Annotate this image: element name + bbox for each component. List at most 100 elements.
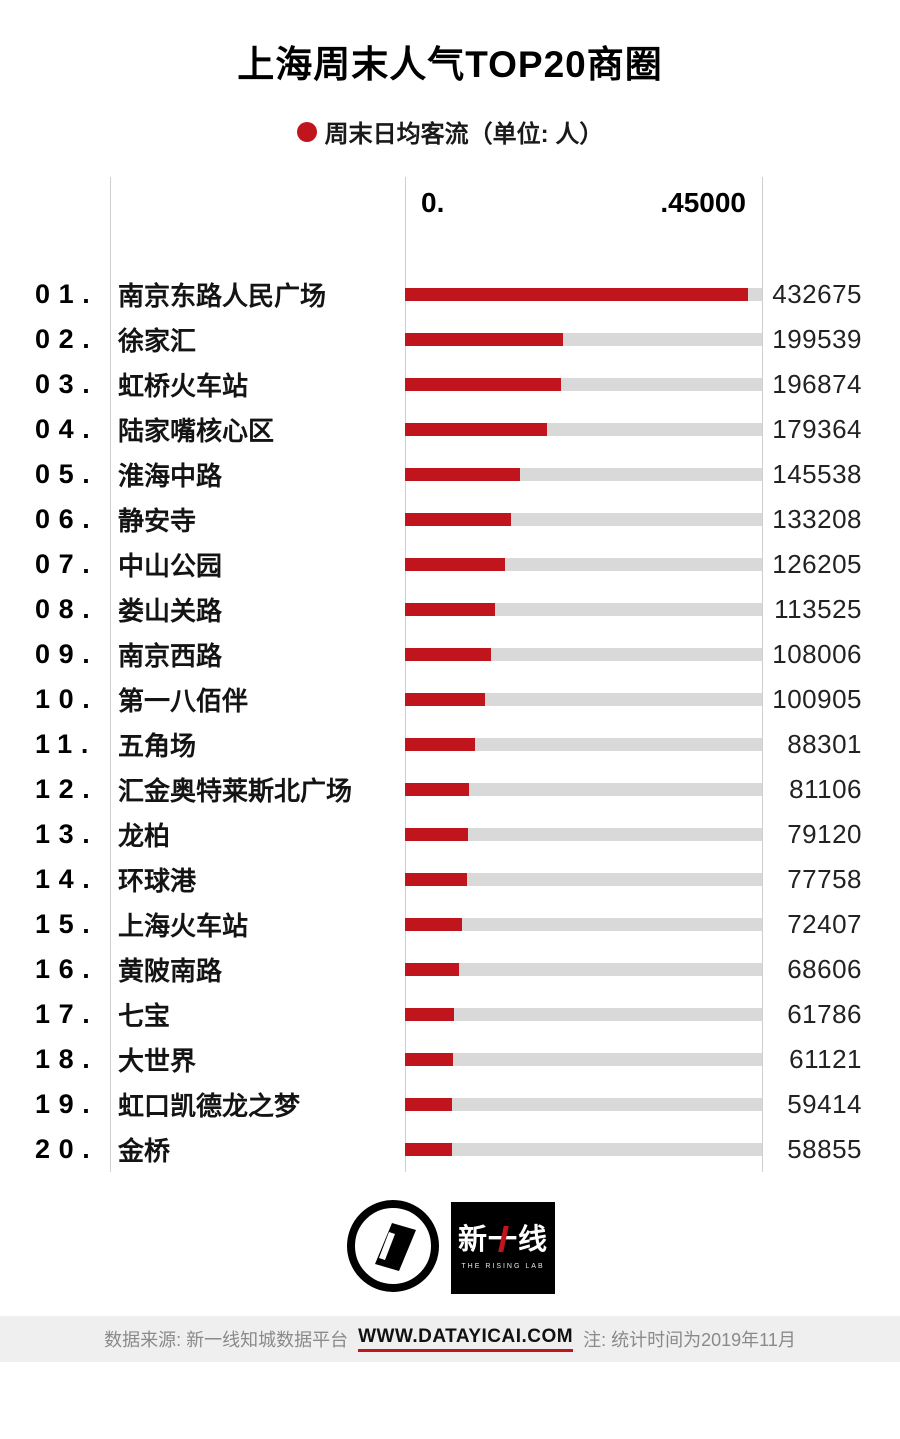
chart-legend: 周末日均客流（单位: 人） — [0, 114, 900, 149]
rank-label: 03. — [35, 369, 99, 399]
bar-track — [405, 963, 762, 976]
bar-fill — [405, 378, 562, 391]
district-name: 五角场 — [118, 731, 197, 761]
bar-fill — [405, 1053, 454, 1066]
bar-row: 09. 南京西路 108006 — [0, 632, 900, 677]
value-label: 81106 — [789, 774, 862, 804]
bar-fill — [405, 1008, 455, 1021]
district-name: 娄山关路 — [118, 596, 223, 626]
value-label: 126205 — [772, 549, 862, 579]
value-label: 59414 — [787, 1089, 862, 1119]
district-name: 龙柏 — [118, 821, 171, 851]
rank-label: 07. — [35, 549, 99, 579]
bar-row: 12. 汇金奥特莱斯北广场 81106 — [0, 767, 900, 812]
bar-fill — [405, 738, 476, 751]
value-label: 100905 — [772, 684, 862, 714]
bar-row: 01. 南京东路人民广场 432675 — [0, 272, 900, 317]
rank-label: 10. — [35, 684, 99, 714]
bar-row: 17. 七宝 61786 — [0, 992, 900, 1037]
district-name: 黄陂南路 — [118, 956, 223, 986]
rank-label: 08. — [35, 594, 99, 624]
yicai-logo-icon — [345, 1198, 441, 1299]
bar-track — [405, 1143, 762, 1156]
axis-min-label: 0. — [421, 187, 445, 218]
footer-note: 注: 统计时间为2019年11月 — [583, 1330, 796, 1350]
bar-rows: 01. 南京东路人民广场 432675 02. 徐家汇 199539 03. 虹桥火车站 196… — [0, 272, 900, 1172]
district-name: 南京西路 — [118, 641, 223, 671]
bar-track — [405, 918, 762, 931]
value-label: 88301 — [787, 729, 862, 759]
district-name: 淮海中路 — [118, 461, 223, 491]
rank-label: 15. — [35, 909, 99, 939]
bar-track — [405, 1008, 762, 1021]
bar-track — [405, 378, 762, 391]
bar-fill — [405, 963, 460, 976]
district-name: 上海火车站 — [118, 911, 249, 941]
bar-track — [405, 423, 762, 436]
rank-label: 11. — [35, 729, 97, 759]
gridline-axis-zero — [405, 177, 406, 1172]
bar-row: 19. 虹口凯德龙之梦 59414 — [0, 1082, 900, 1127]
bar-fill — [405, 1143, 452, 1156]
legend-label: 周末日均客流（单位: 人） — [324, 121, 604, 148]
bar-track — [405, 1098, 762, 1111]
bar-track — [405, 1053, 762, 1066]
district-name: 静安寺 — [118, 506, 197, 536]
district-name: 徐家汇 — [118, 326, 197, 356]
bar-track — [405, 288, 762, 301]
bar-row: 18. 大世界 61121 — [0, 1037, 900, 1082]
bar-row: 16. 黄陂南路 68606 — [0, 947, 900, 992]
data-source-label: 数据来源: 新一线知城数据平台 — [104, 1330, 349, 1350]
bar-fill — [405, 468, 521, 481]
value-label: 133208 — [772, 504, 862, 534]
value-label: 199539 — [772, 324, 862, 354]
rising-lab-logo: 新一线 THE RISING LAB — [451, 1202, 555, 1294]
bar-track — [405, 693, 762, 706]
value-label: 79120 — [787, 819, 862, 849]
district-name: 环球港 — [118, 866, 197, 896]
rank-label: 20. — [35, 1134, 99, 1164]
bar-fill — [405, 873, 467, 886]
bar-chart: 0. .45000 01. 南京东路人民广场 432675 02. 徐家汇 199539 0… — [0, 177, 900, 1172]
bar-fill — [405, 603, 496, 616]
value-label: 179364 — [772, 414, 862, 444]
bar-track — [405, 873, 762, 886]
x-axis: 0. .45000 — [405, 187, 762, 219]
rank-label: 05. — [35, 459, 99, 489]
bar-fill — [405, 918, 463, 931]
bar-fill — [405, 513, 511, 526]
rank-label: 17. — [35, 999, 99, 1029]
district-name: 虹口凯德龙之梦 — [118, 1091, 301, 1121]
bar-track — [405, 738, 762, 751]
rank-label: 12. — [35, 774, 99, 804]
bar-row: 08. 娄山关路 113525 — [0, 587, 900, 632]
district-name: 第一八佰伴 — [118, 686, 249, 716]
value-label: 113525 — [774, 594, 862, 624]
bar-fill — [405, 783, 470, 796]
website-link[interactable]: WWW.DATAYICAI.COM — [358, 1326, 574, 1352]
bar-fill — [405, 1098, 453, 1111]
value-label: 108006 — [772, 639, 862, 669]
district-name: 中山公园 — [118, 551, 223, 581]
bar-row: 06. 静安寺 133208 — [0, 497, 900, 542]
district-name: 陆家嘴核心区 — [118, 416, 275, 446]
bar-track — [405, 558, 762, 571]
rank-label: 18. — [35, 1044, 99, 1074]
value-label: 61121 — [789, 1044, 862, 1074]
bar-track — [405, 513, 762, 526]
gridline-left — [110, 177, 111, 1172]
rank-label: 09. — [35, 639, 99, 669]
rank-label: 19. — [35, 1089, 99, 1119]
bar-fill — [405, 558, 506, 571]
bar-fill — [405, 423, 548, 436]
value-label: 61786 — [787, 999, 862, 1029]
bar-row: 03. 虹桥火车站 196874 — [0, 362, 900, 407]
district-name: 汇金奥特莱斯北广场 — [118, 776, 353, 806]
district-name: 七宝 — [118, 1001, 171, 1031]
rank-label: 16. — [35, 954, 99, 984]
gridline-axis-max — [762, 177, 763, 1172]
bar-fill — [405, 288, 749, 301]
district-name: 大世界 — [118, 1046, 197, 1076]
legend-dot-icon — [296, 121, 317, 142]
bar-track — [405, 783, 762, 796]
